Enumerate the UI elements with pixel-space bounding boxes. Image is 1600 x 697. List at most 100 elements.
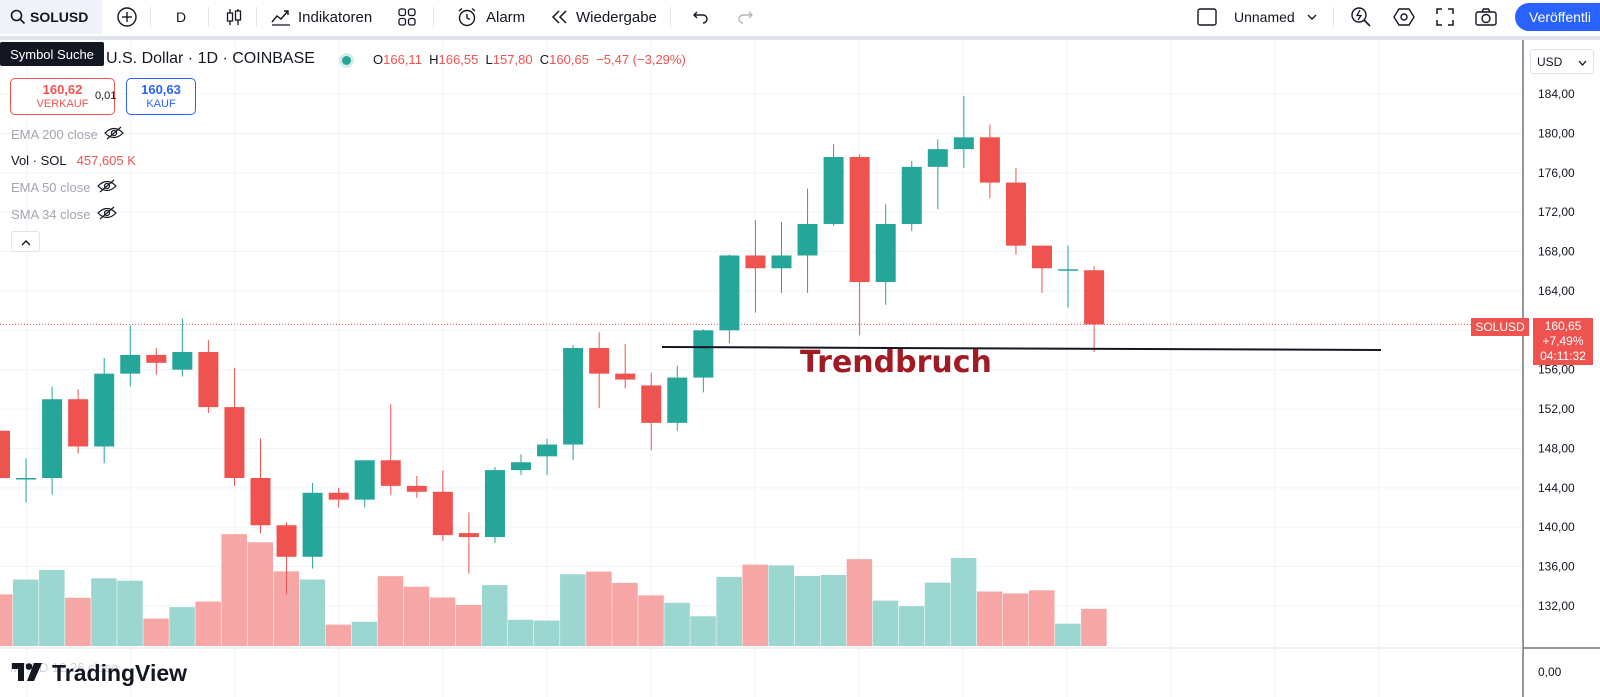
buy-button[interactable]: 160,63 KAUF: [126, 78, 196, 115]
symbol-title[interactable]: U.S. Dollar · 1D · COINBASE: [106, 50, 315, 67]
symbol-price-label: SOLUSD: [1471, 318, 1529, 336]
last-price-label: 160,65 +7,49% 04:11:32: [1533, 318, 1593, 365]
volume-bar: [1002, 593, 1029, 646]
publish-button[interactable]: Veröffentli: [1515, 3, 1600, 31]
indicator-ema50[interactable]: EMA 50 close: [11, 179, 117, 196]
hexagon-gear-icon: [1393, 6, 1415, 28]
volume-bar: [91, 578, 117, 646]
alarm-button[interactable]: Alarm: [456, 0, 525, 34]
volume-bar: [950, 557, 977, 646]
candle-body: [589, 348, 610, 374]
quick-search-button[interactable]: [1350, 0, 1372, 34]
indicator-label: SMA 34 close: [11, 207, 91, 222]
bar-countdown: 04:11:32: [1540, 349, 1586, 363]
toolbar-divider: [256, 7, 257, 27]
redo-button[interactable]: [736, 0, 754, 34]
volume-bar: [768, 565, 794, 646]
replay-button[interactable]: Wiedergabe: [550, 0, 657, 34]
snapshot-button[interactable]: [1474, 0, 1498, 34]
eye-crossed-icon[interactable]: [96, 206, 117, 223]
compare-button[interactable]: [116, 0, 138, 34]
candle-body: [250, 478, 271, 526]
candle-body: [823, 157, 844, 224]
currency-select[interactable]: USD: [1530, 49, 1594, 74]
price-tick-label: 184,00: [1538, 87, 1575, 101]
volume-bar: [221, 534, 247, 646]
settings-button[interactable]: [1393, 0, 1415, 34]
replay-label: Wiedergabe: [576, 8, 657, 26]
top-toolbar: SOLUSD D Indikatoren Alarm Wiedergab: [0, 0, 1600, 34]
candle-body: [1005, 182, 1026, 246]
volume-bar: [742, 564, 768, 646]
high-label: H: [429, 52, 439, 67]
candle-body: [563, 348, 584, 445]
volume-bar: [846, 559, 873, 646]
candle-body: [16, 478, 37, 480]
eye-crossed-icon[interactable]: [96, 179, 117, 196]
candle-body: [0, 430, 10, 478]
eye-crossed-icon[interactable]: [103, 126, 124, 143]
volume-bar: [481, 585, 508, 646]
indicator-ema200[interactable]: EMA 200 close: [11, 126, 124, 143]
ask-label: KAUF: [146, 98, 176, 110]
volume-bar: [117, 580, 143, 646]
candle-body: [120, 354, 141, 374]
sell-button[interactable]: 160,62 VERKAUF: [10, 78, 115, 115]
price-tick-label: 148,00: [1538, 441, 1575, 455]
price-tick-label: 136,00: [1538, 560, 1575, 574]
logo-text: TradingView: [52, 660, 188, 686]
volume-bar: [403, 586, 430, 646]
toolbar-divider: [670, 7, 671, 27]
layout-square-icon: [1196, 7, 1218, 27]
collapse-legend-button[interactable]: [11, 231, 40, 252]
candle-body: [797, 223, 818, 256]
price-axis-bg: [1523, 40, 1600, 697]
chart-type-button[interactable]: [224, 0, 244, 34]
candle-body: [458, 533, 479, 538]
symbol-search-tooltip: Symbol Suche: [0, 42, 104, 66]
volume-bar: [820, 574, 847, 646]
indicators-label: Indikatoren: [298, 8, 373, 26]
candle-body: [875, 223, 896, 283]
tradingview-logo[interactable]: TradingView: [12, 660, 187, 687]
symbol-search-button[interactable]: SOLUSD: [0, 0, 102, 34]
candle-body: [146, 354, 167, 363]
volume-bar: [1055, 623, 1081, 646]
indicator-volume[interactable]: Vol · SOL 457,605 K: [11, 153, 136, 168]
candle-body: [1032, 245, 1052, 269]
volume-bar: [898, 606, 925, 646]
volume-bar: [976, 591, 1003, 646]
candle-body: [849, 157, 870, 283]
fullscreen-button[interactable]: [1435, 0, 1455, 34]
volume-bar: [638, 595, 664, 646]
candle-body: [901, 166, 922, 224]
market-status-dot[interactable]: [342, 56, 351, 65]
undo-button[interactable]: [692, 0, 710, 34]
low-label: L: [485, 52, 493, 67]
toolbar-divider: [433, 7, 434, 27]
change-percent: +7,49%: [1542, 334, 1584, 348]
volume-bar: [143, 618, 169, 646]
layout-select[interactable]: Unnamed: [1196, 0, 1317, 34]
candle-body: [953, 137, 974, 150]
open-value: 166,11: [383, 52, 422, 67]
volume-bar: [716, 576, 742, 646]
candle-body: [172, 351, 193, 370]
volume-bar: [455, 604, 482, 646]
symbol-name: SOLUSD: [30, 9, 89, 25]
candle-body: [94, 373, 115, 447]
templates-button[interactable]: [397, 0, 417, 34]
currency-label: USD: [1537, 54, 1563, 69]
interval-button[interactable]: D: [176, 9, 187, 25]
trendbreak-annotation[interactable]: Trendbruch: [800, 345, 992, 380]
indicator-sma34[interactable]: SMA 34 close: [11, 206, 117, 223]
candle-body: [641, 385, 662, 423]
last-price: 160,65: [1544, 319, 1582, 333]
candle-body: [302, 492, 323, 557]
chevron-down-icon: [1307, 13, 1317, 21]
indicators-button[interactable]: Indikatoren: [270, 0, 372, 34]
price-chart[interactable]: 184,00 180,00 176,00 172,00 168,00 164,00 160,…: [0, 40, 1600, 697]
change-value: −5,47 (−3,29%): [596, 52, 686, 67]
trend-line: [661, 346, 1382, 352]
volume-bar: [1029, 590, 1055, 646]
